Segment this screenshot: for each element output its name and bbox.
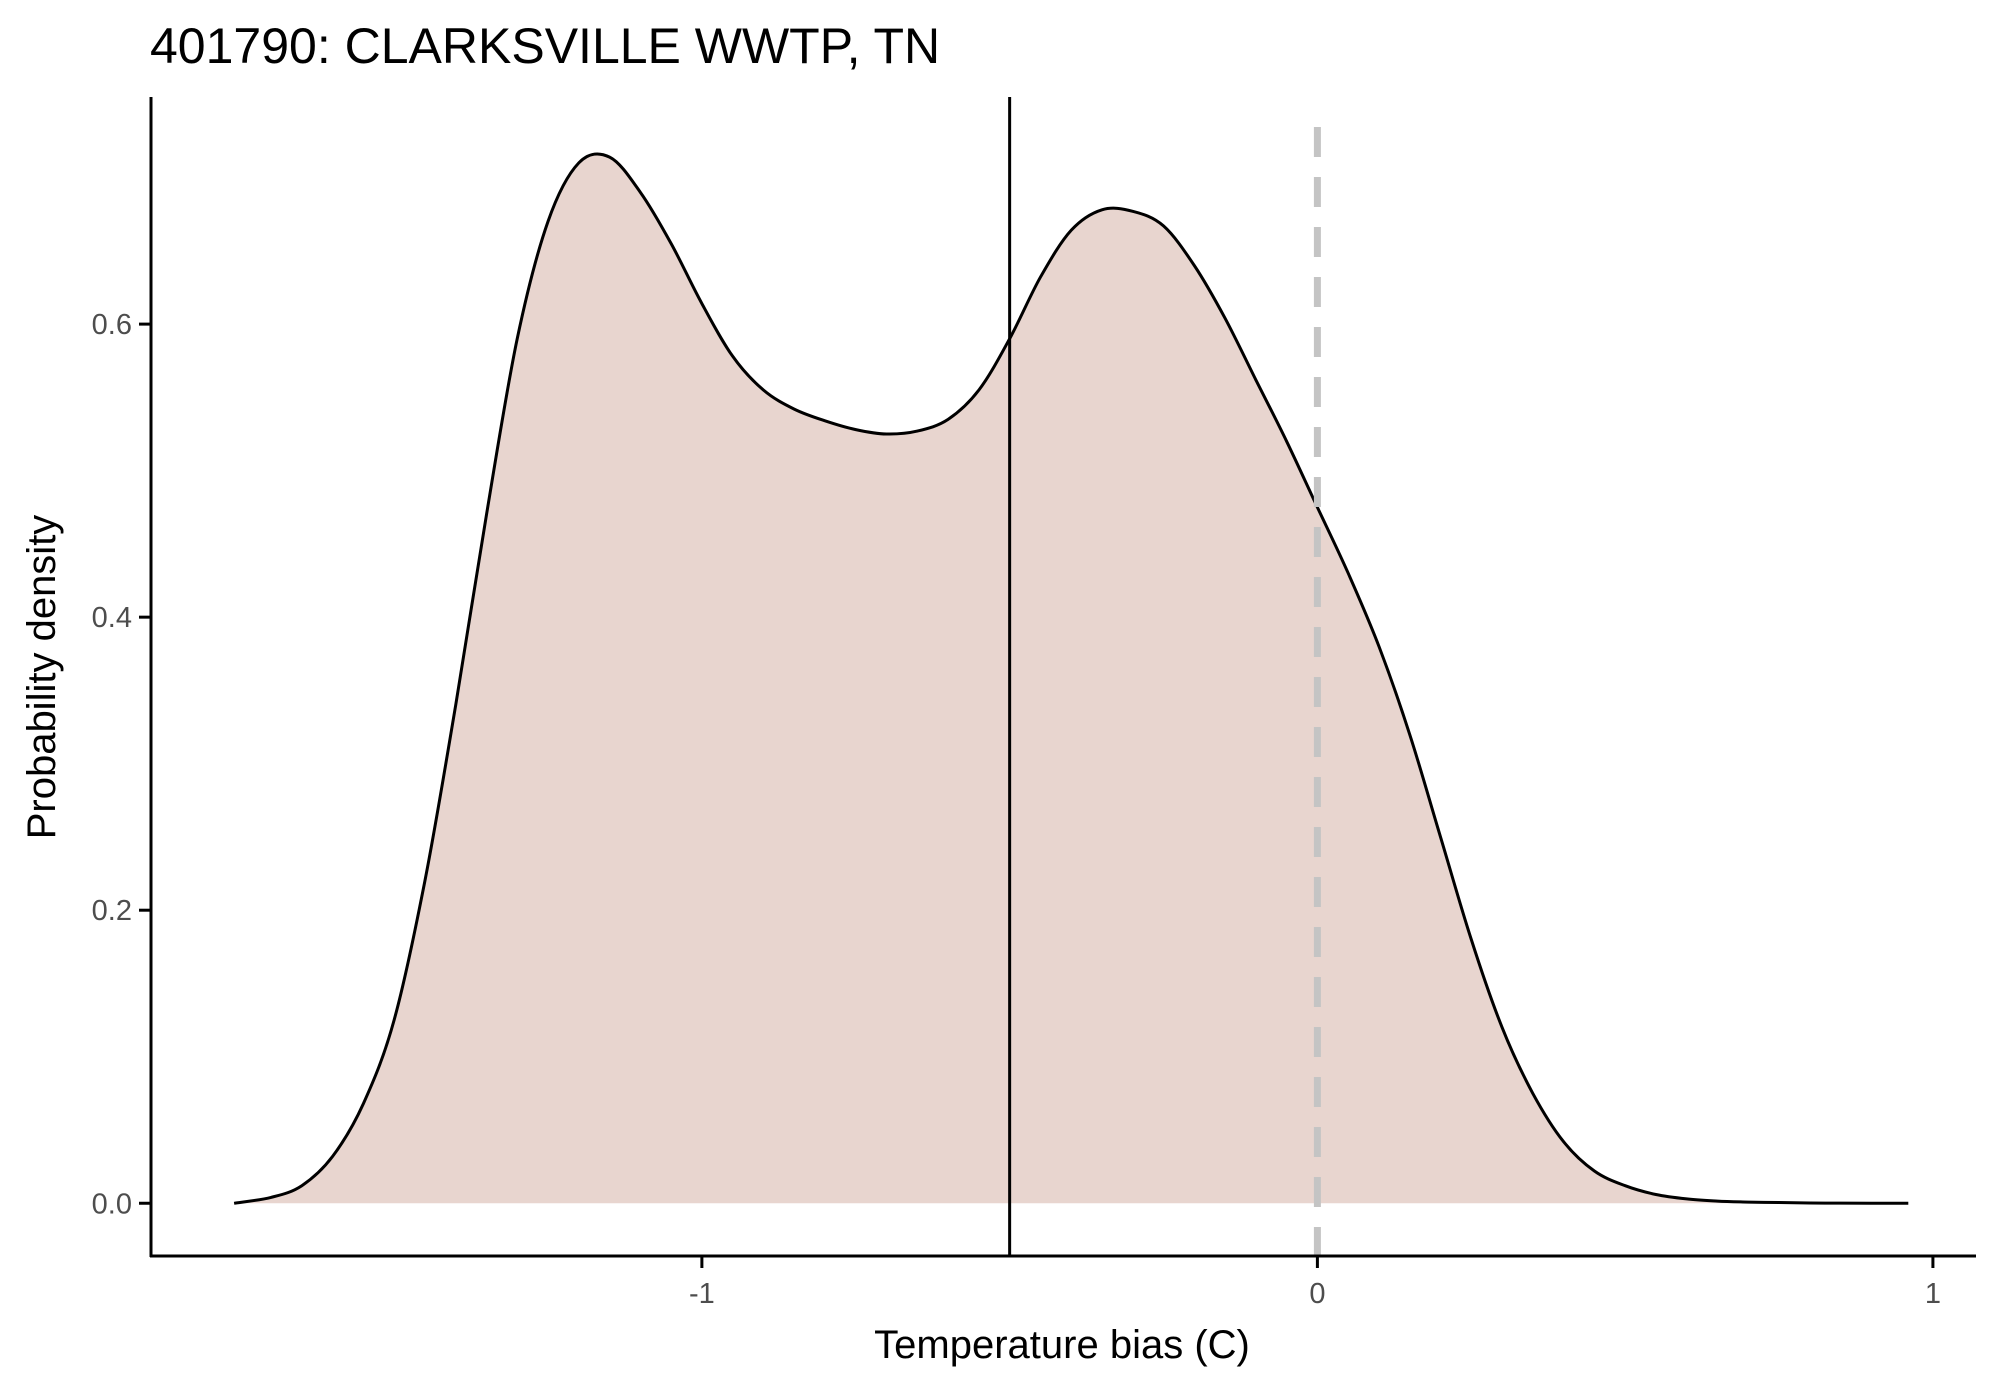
density-curve xyxy=(233,152,1909,1205)
x-tick-label: 0 xyxy=(1309,1278,1325,1310)
y-tick-label: 0.4 xyxy=(92,602,132,634)
chart-title: 401790: CLARKSVILLE WWTP, TN xyxy=(150,18,940,74)
y-tick-label: 0.0 xyxy=(92,1188,132,1220)
axes: -1 0 1 0.0 0.2 0.4 0.6 xyxy=(92,97,1976,1310)
y-tick-label: 0.2 xyxy=(92,895,132,927)
reference-lines xyxy=(1008,97,1321,1256)
density-area-fill xyxy=(234,153,1909,1204)
y-axis-title: Probability density xyxy=(20,515,64,840)
x-axis-title: Temperature bias (C) xyxy=(874,1323,1250,1367)
x-tick-label: 1 xyxy=(1925,1278,1941,1310)
x-tick-label: -1 xyxy=(689,1278,715,1310)
y-tick-label: 0.6 xyxy=(92,309,132,341)
plot-area xyxy=(233,152,1909,1205)
